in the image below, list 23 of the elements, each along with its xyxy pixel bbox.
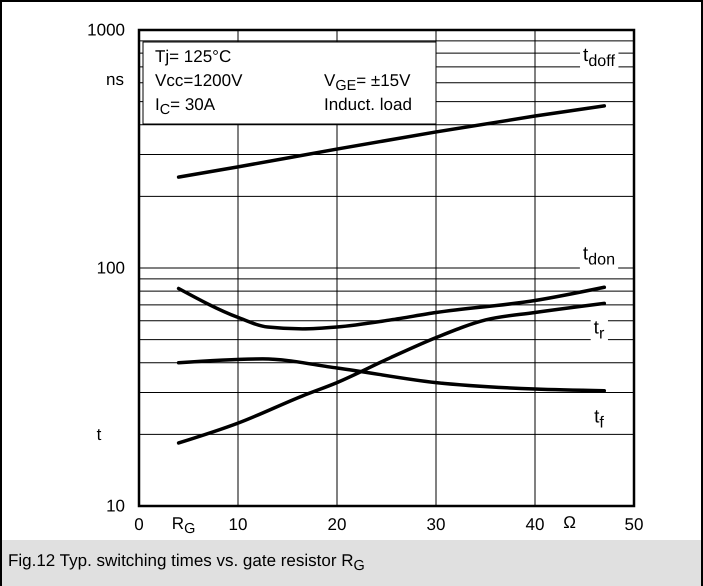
x-tick-label: 0 (134, 515, 144, 534)
text: Ω (563, 513, 576, 532)
y-tick-label: 10 (106, 496, 125, 516)
annotation: V$_{GE}$= ±15V (324, 71, 412, 94)
y-tick-label: 100 (96, 258, 125, 278)
series-label: t$_{doff}$ (583, 44, 616, 70)
x-tick-label: 30 (426, 515, 446, 534)
y-axis-title: t (96, 425, 102, 444)
series-label: t$_{f}$ (594, 406, 604, 432)
series-label: t$_{r}$ (594, 317, 605, 342)
x-tick-label: 50 (624, 515, 644, 534)
annotation: Tj= 125°C (155, 47, 232, 66)
annotation: I$_{C}$= 30A (155, 95, 216, 118)
x-tick-label: 10 (228, 515, 248, 534)
text: ns (106, 70, 124, 89)
x-tick-label: 20 (328, 515, 346, 534)
annotation: Vcc=1200V (155, 71, 244, 90)
annotation: Induct. load (324, 95, 412, 114)
x-axis-title: R$_{G}$ (172, 514, 196, 538)
text: Fig.12 Typ. switching times vs. gate resistor R$_{G}$ (8, 551, 365, 574)
x-tick-label: 40 (526, 515, 544, 534)
series-label: t$_{don}$ (582, 243, 616, 268)
y-tick-label: 1000 (87, 20, 125, 40)
